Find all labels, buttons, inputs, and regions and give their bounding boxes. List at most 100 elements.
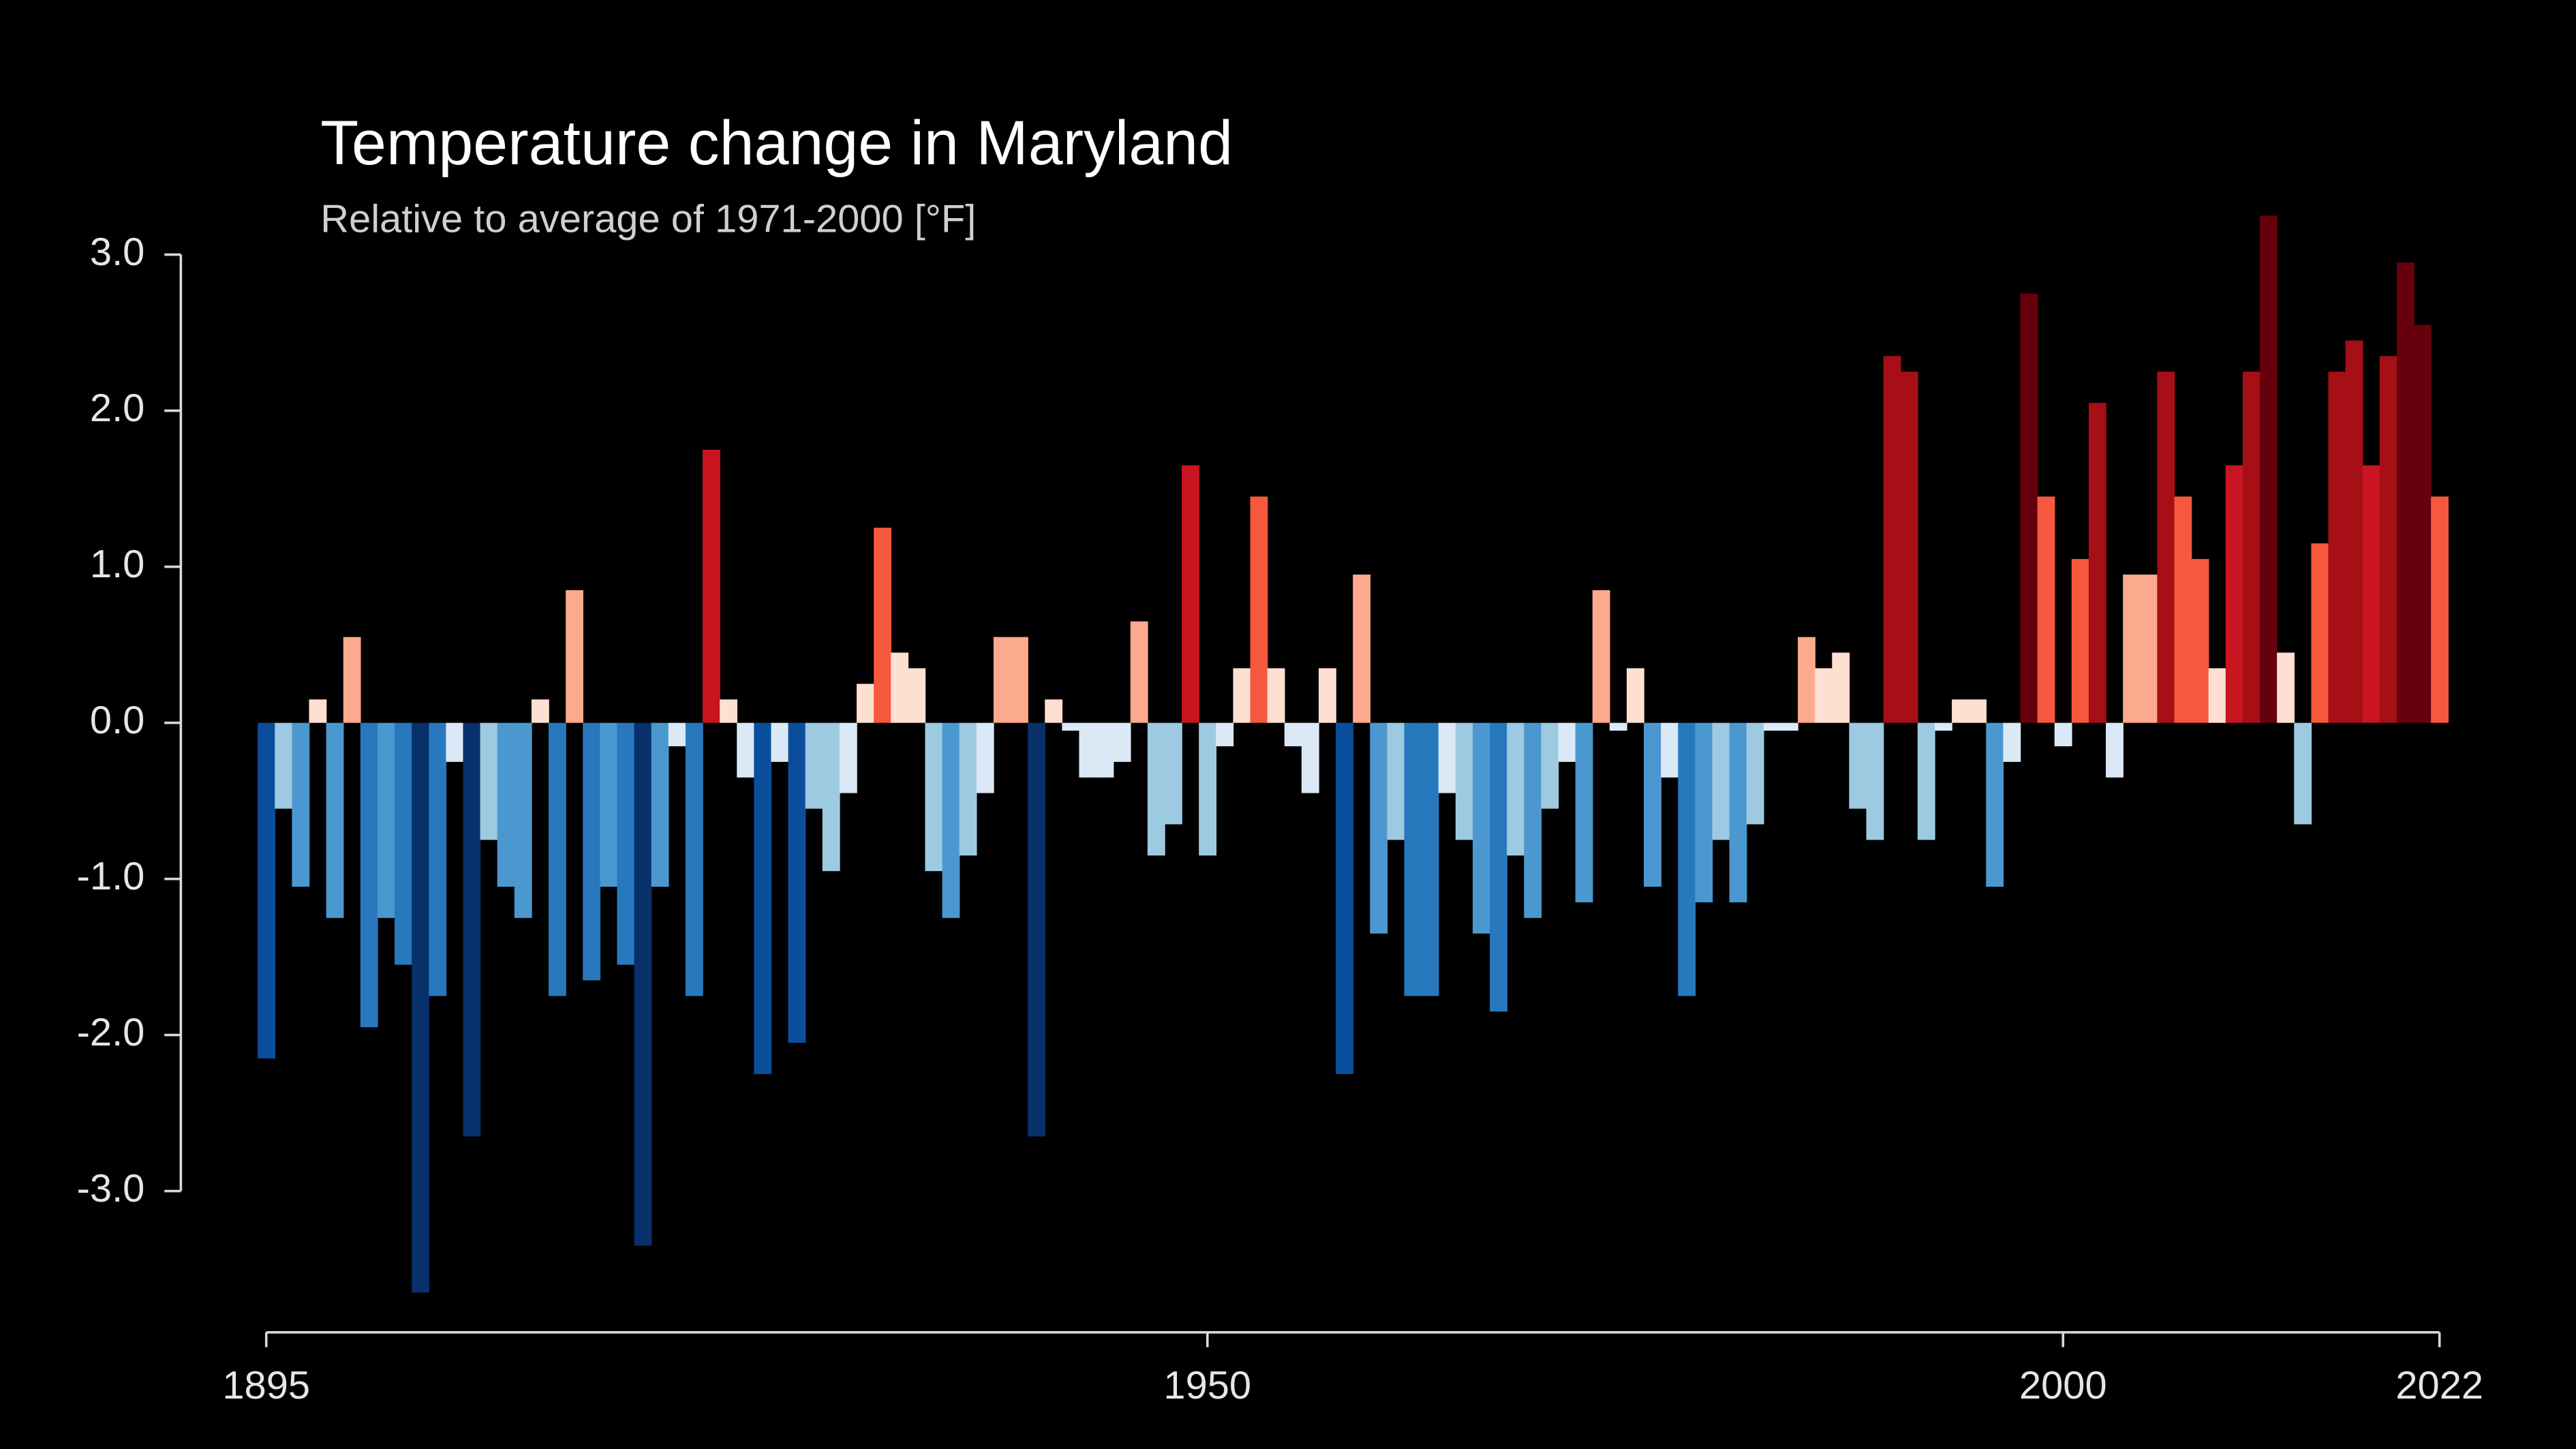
bar: [2003, 722, 2021, 762]
bar: [1524, 722, 1542, 918]
bar: [326, 722, 344, 918]
bar: [1370, 722, 1388, 934]
bar: [2379, 356, 2397, 723]
bar: [1626, 668, 1644, 723]
bar: [1267, 668, 1285, 723]
bar: [1883, 356, 1901, 723]
bar: [651, 722, 669, 887]
bar: [2311, 543, 2329, 723]
bar: [1866, 722, 1884, 840]
bar: [788, 722, 806, 1043]
bar: [1969, 699, 1987, 723]
bar: [2277, 652, 2295, 723]
bar: [480, 722, 498, 840]
bar: [2071, 559, 2089, 723]
bar: [412, 722, 429, 1293]
bar: [2191, 559, 2209, 723]
bar: [2362, 465, 2380, 723]
bar: [1438, 722, 1456, 793]
bar: [2294, 722, 2312, 825]
bar: [976, 722, 994, 793]
bar: [2396, 262, 2414, 723]
bar: [1575, 722, 1593, 902]
bar: [292, 722, 310, 887]
bar: [600, 722, 618, 887]
bar: [1353, 575, 1371, 723]
bar: [2157, 371, 2175, 723]
bar: [1318, 668, 1336, 723]
bar: [1849, 722, 1867, 809]
bar: [1558, 722, 1576, 762]
chart-title: Temperature change in Maryland: [320, 108, 1233, 178]
bar: [463, 722, 481, 1137]
bar: [1592, 590, 1610, 723]
bar: [549, 722, 566, 996]
bar: [942, 722, 960, 918]
bar: [993, 637, 1011, 723]
bar: [805, 722, 823, 809]
bar: [2174, 496, 2192, 723]
bar: [1780, 722, 1798, 731]
bar: [1763, 722, 1781, 731]
bar: [1404, 722, 1422, 996]
chart-subtitle: Relative to average of 1971-2000 [°F]: [320, 198, 976, 241]
y-tick-label: 3.0: [90, 230, 144, 274]
bar: [1336, 722, 1353, 1074]
bar: [754, 722, 772, 1074]
bar: [720, 699, 737, 723]
bar: [343, 637, 361, 723]
bar: [2037, 496, 2055, 723]
bar: [566, 590, 583, 723]
bar: [1541, 722, 1559, 809]
bar: [2328, 371, 2346, 723]
bar: [429, 722, 447, 996]
bar: [617, 722, 635, 965]
bar: [1934, 722, 1952, 731]
bar: [1832, 652, 1850, 723]
y-tick-label: -2.0: [77, 1011, 145, 1054]
bar: [1507, 722, 1525, 856]
bar: [685, 722, 703, 996]
bar: [891, 652, 909, 723]
bar: [1986, 722, 2004, 887]
bar: [1490, 722, 1507, 1012]
bar: [1798, 637, 1815, 723]
bar: [1644, 722, 1661, 887]
bar: [2020, 293, 2038, 723]
bar: [1113, 722, 1131, 762]
bar: [1250, 496, 1268, 723]
bar: [959, 722, 977, 856]
x-tick-label: 2022: [2395, 1364, 2483, 1407]
bar: [1712, 722, 1730, 840]
bar: [1815, 668, 1833, 723]
bar: [874, 528, 891, 723]
bar: [839, 722, 857, 793]
bar: [1233, 668, 1251, 723]
bar: [1284, 722, 1302, 746]
bar: [275, 722, 293, 809]
bar: [634, 722, 652, 1246]
bar: [2242, 371, 2260, 723]
bar: [2260, 215, 2278, 723]
y-tick-label: -1.0: [77, 855, 145, 898]
bar: [395, 722, 412, 965]
bar: [1147, 722, 1165, 856]
bar: [1695, 722, 1713, 902]
bar: [258, 722, 275, 1058]
y-tick-label: 0.0: [90, 699, 144, 742]
bar: [2054, 722, 2072, 746]
bar: [771, 722, 789, 762]
bar: [1011, 637, 1028, 723]
bar: [703, 449, 720, 723]
bar: [1164, 722, 1182, 825]
bar: [1028, 722, 1045, 1137]
y-tick-label: 2.0: [90, 386, 144, 430]
bar: [377, 722, 395, 918]
bar: [583, 722, 601, 981]
y-tick-label: -3.0: [77, 1167, 145, 1210]
bar: [1661, 722, 1679, 778]
bar: [2140, 575, 2158, 723]
bar: [2106, 722, 2123, 778]
